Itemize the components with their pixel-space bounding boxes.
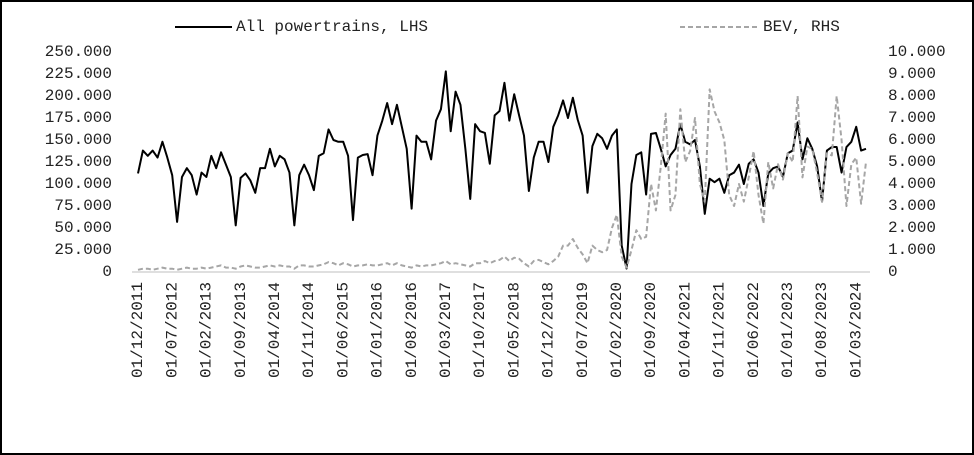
yticks-label: 50.000 (54, 219, 112, 237)
x-tick-label: 01/01/2016 (369, 282, 387, 378)
x-tick-label: 01/03/2024 (847, 282, 865, 378)
y2ticks-label: 8.000 (888, 87, 936, 105)
x-tick-label: 01/08/2023 (813, 282, 831, 378)
y2ticks-label: 7.000 (888, 109, 936, 127)
legend-label: BEV, RHS (763, 18, 840, 36)
x-tick-label: 01/08/2016 (403, 282, 421, 378)
yticks-label: 175.000 (45, 109, 112, 127)
x-tick-label: 01/02/2013 (198, 282, 216, 378)
x-tick-label: 01/03/2017 (437, 282, 455, 378)
x-tick-label: 01/02/2020 (608, 282, 626, 378)
x-tick-label: 01/01/2023 (779, 282, 797, 378)
legend-label: All powertrains, LHS (236, 18, 428, 36)
x-tick-label: 01/12/2018 (540, 282, 558, 378)
x-tick-label: 01/12/2011 (129, 282, 147, 378)
x-tick-label: 01/04/2021 (676, 282, 694, 378)
x-tick-label: 01/10/2017 (471, 282, 489, 378)
x-tick-label: 01/07/2019 (574, 282, 592, 378)
x-tick-label: 01/09/2020 (642, 282, 660, 378)
x-tick-label: 01/11/2014 (300, 282, 318, 378)
x-tick-label: 01/09/2013 (232, 282, 250, 378)
y2ticks-label: 5.000 (888, 153, 936, 171)
x-tick-label: 01/07/2012 (163, 282, 181, 378)
yticks-label: 75.000 (54, 197, 112, 215)
y2ticks-label: 4.000 (888, 175, 936, 193)
yticks-label: 125.000 (45, 153, 112, 171)
y2ticks-label: 3.000 (888, 197, 936, 215)
x-tick-label: 01/04/2014 (266, 282, 284, 378)
yticks-label: 25.000 (54, 241, 112, 259)
yticks-label: 100.000 (45, 175, 112, 193)
y2ticks-label: 10.000 (888, 43, 946, 61)
yticks-label: 0 (102, 263, 112, 281)
y2ticks-label: 6.000 (888, 131, 936, 149)
x-tick-label: 01/11/2021 (711, 282, 729, 378)
yticks-label: 150.000 (45, 131, 112, 149)
y2ticks-label: 9.000 (888, 65, 936, 83)
y2ticks-label: 2.000 (888, 219, 936, 237)
x-tick-label: 01/06/2022 (745, 282, 763, 378)
x-tick-label: 01/06/2015 (334, 282, 352, 378)
y2ticks-label: 0 (888, 263, 898, 281)
series-line (137, 88, 867, 271)
yticks-label: 225.000 (45, 65, 112, 83)
yticks-label: 200.000 (45, 87, 112, 105)
series-line (137, 70, 867, 270)
yticks-label: 250.000 (45, 43, 112, 61)
y2ticks-label: 1.000 (888, 241, 936, 259)
x-tick-label: 01/05/2018 (505, 282, 523, 378)
